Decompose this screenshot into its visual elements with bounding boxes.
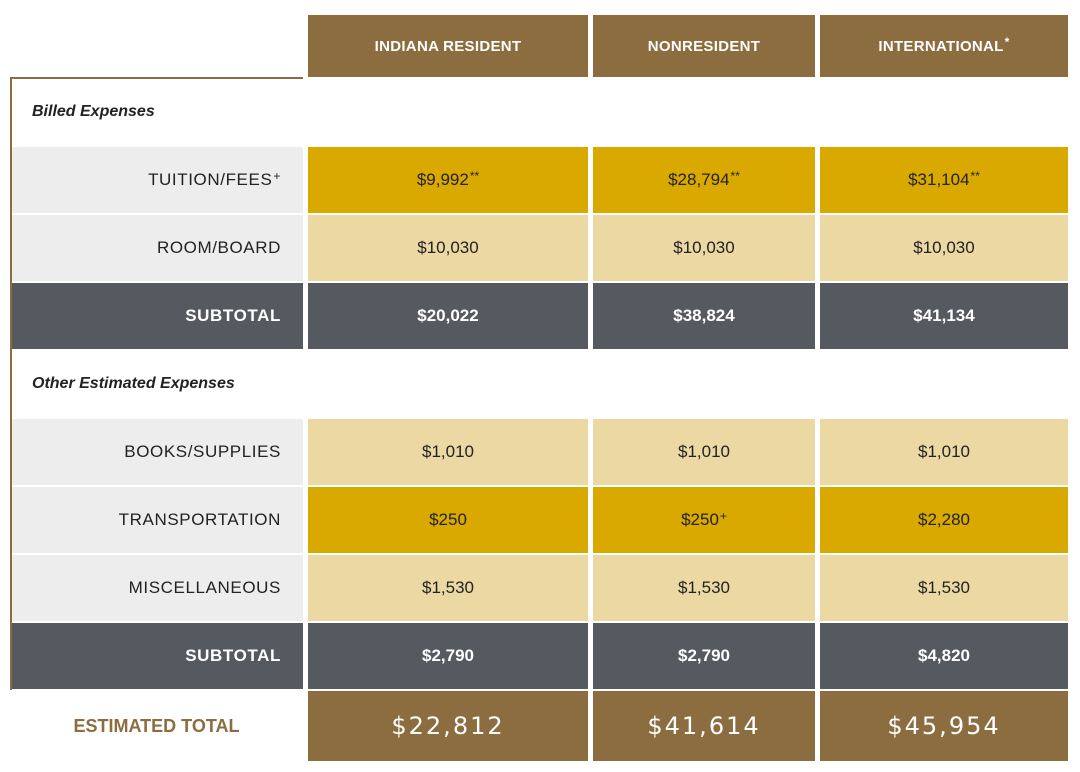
label-text: TUITION/FEES <box>148 170 273 189</box>
column-header: INTERNATIONAL * <box>820 15 1068 77</box>
row-label: BOOKS/SUPPLIES <box>10 419 303 485</box>
cell-text: $9,992 <box>416 170 469 189</box>
footnote-mark: + <box>273 169 281 183</box>
cell: $1,010 <box>820 419 1068 485</box>
cell-text: $31,104 <box>908 170 970 189</box>
cell: $250 <box>308 487 588 553</box>
footnote-mark: ** <box>730 169 740 183</box>
total-label: ESTIMATED TOTAL <box>10 691 303 761</box>
footnote-mark: + <box>719 509 727 523</box>
row-label: SUBTOTAL <box>10 283 303 349</box>
cell: $1,530 <box>308 555 588 621</box>
cell: $10,030 <box>308 215 588 281</box>
header-text: INTERNATIONAL <box>878 37 1004 55</box>
row-label: MISCELLANEOUS <box>10 555 303 621</box>
cell: $1,530 <box>820 555 1068 621</box>
cost-table: INDIANA RESIDENT NONRESIDENT INTERNATION… <box>10 15 1068 761</box>
cell: $1,530 <box>593 555 815 621</box>
cell: $2,790 <box>308 623 588 689</box>
total-cell: $22,812 <box>308 691 588 761</box>
cell: $2,790 <box>593 623 815 689</box>
column-header: NONRESIDENT <box>593 15 815 77</box>
row-label: TUITION/FEES + <box>10 147 303 213</box>
cell: $2,280 <box>820 487 1068 553</box>
section-title: Billed Expenses <box>10 79 1068 145</box>
header-text: INDIANA RESIDENT <box>374 37 522 55</box>
cell: $250 + <box>593 487 815 553</box>
corner-cell <box>10 15 303 77</box>
row-label: TRANSPORTATION <box>10 487 303 553</box>
cell: $28,794 ** <box>593 147 815 213</box>
cell: $41,134 <box>820 283 1068 349</box>
cell: $1,010 <box>308 419 588 485</box>
footnote-mark: * <box>1004 35 1010 49</box>
footnote-mark: ** <box>970 169 980 183</box>
cell-text: $250 <box>681 510 719 529</box>
section-title: Other Estimated Expenses <box>10 351 1068 417</box>
total-cell: $45,954 <box>820 691 1068 761</box>
cell: $10,030 <box>593 215 815 281</box>
row-label: SUBTOTAL <box>10 623 303 689</box>
cell: $10,030 <box>820 215 1068 281</box>
cell: $38,824 <box>593 283 815 349</box>
column-header: INDIANA RESIDENT <box>308 15 588 77</box>
cell-text: $28,794 <box>668 170 730 189</box>
total-cell: $41,614 <box>593 691 815 761</box>
cell: $1,010 <box>593 419 815 485</box>
cell: $31,104 ** <box>820 147 1068 213</box>
border-rule <box>10 77 12 690</box>
footnote-mark: ** <box>469 169 480 183</box>
header-text: NONRESIDENT <box>647 37 761 55</box>
cell: $4,820 <box>820 623 1068 689</box>
row-label: ROOM/BOARD <box>10 215 303 281</box>
cell: $9,992 ** <box>308 147 588 213</box>
cell: $20,022 <box>308 283 588 349</box>
border-rule <box>10 77 303 79</box>
